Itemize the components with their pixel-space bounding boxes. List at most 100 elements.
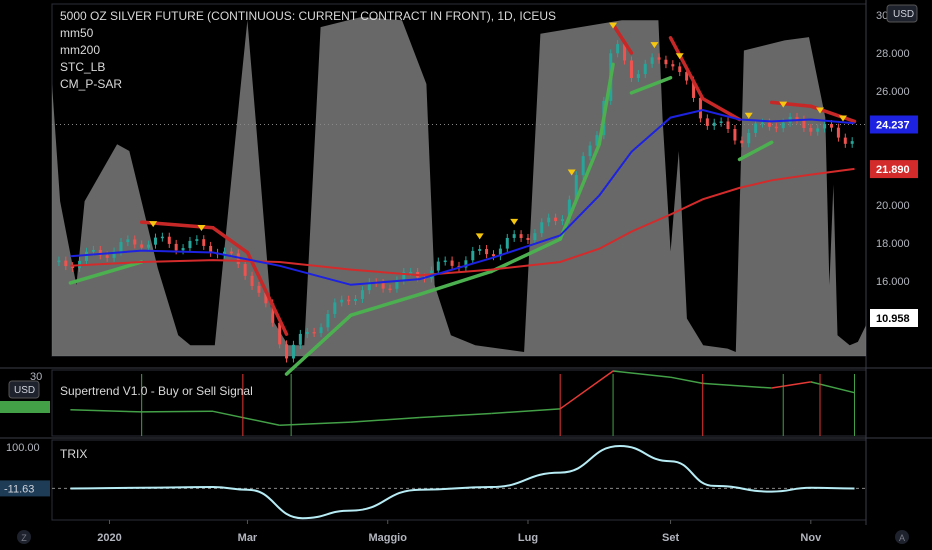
psar-segment: [611, 22, 634, 55]
legend-stc[interactable]: STC_LB: [60, 60, 106, 74]
supertrend-value-box: [0, 401, 50, 413]
candle: [678, 66, 682, 73]
candle: [554, 217, 558, 222]
candle: [761, 122, 765, 125]
candle: [685, 72, 689, 81]
candle: [643, 63, 647, 75]
candle: [209, 245, 213, 253]
candle: [836, 127, 840, 138]
candle: [298, 333, 302, 345]
candle: [740, 140, 744, 144]
candle: [229, 251, 233, 254]
legend: 5000 OZ SILVER FUTURE (CONTINUOUS: CURRE…: [60, 8, 556, 93]
y-tick-label: 18.000: [876, 238, 910, 250]
y-tick-label: 26.000: [876, 86, 910, 98]
price-label: 10.958: [876, 313, 910, 325]
supertrend-segment: [702, 382, 772, 389]
sell-signal-marker: [475, 233, 484, 240]
candle: [174, 243, 178, 251]
corner-label-left: Z: [21, 533, 27, 543]
main-pane: [51, 3, 867, 357]
candle: [560, 219, 564, 222]
candle: [650, 57, 654, 64]
price-label: 21.890: [876, 164, 910, 176]
mm200-line: [70, 167, 855, 277]
candle: [243, 264, 247, 276]
candle: [319, 327, 323, 334]
candle: [823, 124, 827, 129]
candle: [271, 303, 275, 323]
candle: [519, 234, 523, 238]
trix-title[interactable]: TRIX: [60, 447, 88, 461]
supertrend-segment: [350, 416, 420, 423]
candle: [726, 121, 730, 130]
psar-segment: [68, 260, 144, 285]
x-tick-label: Maggio: [368, 532, 407, 544]
candle: [657, 57, 661, 60]
candle: [285, 344, 289, 359]
sell-signal-marker: [197, 224, 206, 231]
candle: [464, 260, 468, 268]
legend-mm50[interactable]: mm50: [60, 26, 94, 40]
supertrend-title[interactable]: Supertrend V1.0 - Buy or Sell Signal: [60, 384, 253, 398]
candle: [623, 44, 627, 61]
trix-value-label: -11.63: [4, 483, 34, 495]
candle: [264, 292, 268, 304]
chart-title: 5000 OZ SILVER FUTURE (CONTINUOUS: CURRE…: [60, 9, 557, 23]
candle: [767, 122, 771, 127]
candle: [409, 271, 413, 274]
supertrend-segment: [419, 412, 492, 419]
candle: [816, 128, 820, 132]
legend-psar[interactable]: CM_P-SAR: [60, 77, 123, 91]
candle: [119, 242, 123, 252]
candle: [236, 253, 240, 265]
supertrend-tick: 30: [30, 371, 42, 383]
candle: [388, 288, 392, 291]
candle: [257, 285, 261, 293]
supertrend-segment: [70, 409, 142, 413]
psar-segment: [629, 75, 673, 95]
candle: [574, 175, 578, 200]
candle: [595, 135, 599, 146]
price-label-box: [870, 115, 918, 134]
candle: [305, 331, 309, 334]
supertrend-segment: [670, 376, 703, 385]
sell-signal-marker: [567, 169, 576, 176]
candle: [326, 313, 330, 328]
currency-label-sub: USD: [14, 385, 35, 396]
candle: [71, 266, 75, 268]
candle: [202, 239, 206, 246]
psar-segment: [245, 250, 289, 336]
candle: [188, 240, 192, 249]
candle: [547, 217, 551, 223]
supertrend-segment: [612, 370, 671, 378]
candle: [291, 344, 295, 359]
candle: [195, 239, 199, 241]
candle: [512, 234, 516, 238]
corner-label-right: A: [899, 533, 905, 543]
supertrend-segment: [771, 381, 811, 389]
candle: [395, 280, 399, 289]
supertrend-segment: [141, 410, 213, 413]
candle: [105, 255, 109, 258]
candle: [147, 244, 151, 248]
supertrend-segment: [491, 408, 561, 415]
psar-segment: [597, 62, 615, 146]
candle: [181, 248, 185, 251]
candle: [133, 239, 137, 245]
candle: [312, 331, 316, 334]
candle: [436, 261, 440, 271]
psar-segment: [668, 36, 705, 101]
candle: [712, 122, 716, 126]
candle: [354, 298, 358, 302]
candle: [381, 282, 385, 289]
legend-mm200[interactable]: mm200: [60, 43, 101, 57]
candle: [830, 124, 834, 128]
candle: [222, 251, 226, 255]
currency-button-sub: [8, 380, 40, 399]
psar-segment: [211, 226, 250, 255]
candle: [671, 64, 675, 67]
candle: [443, 260, 447, 263]
currency-button: [886, 4, 918, 23]
candle: [498, 248, 502, 257]
